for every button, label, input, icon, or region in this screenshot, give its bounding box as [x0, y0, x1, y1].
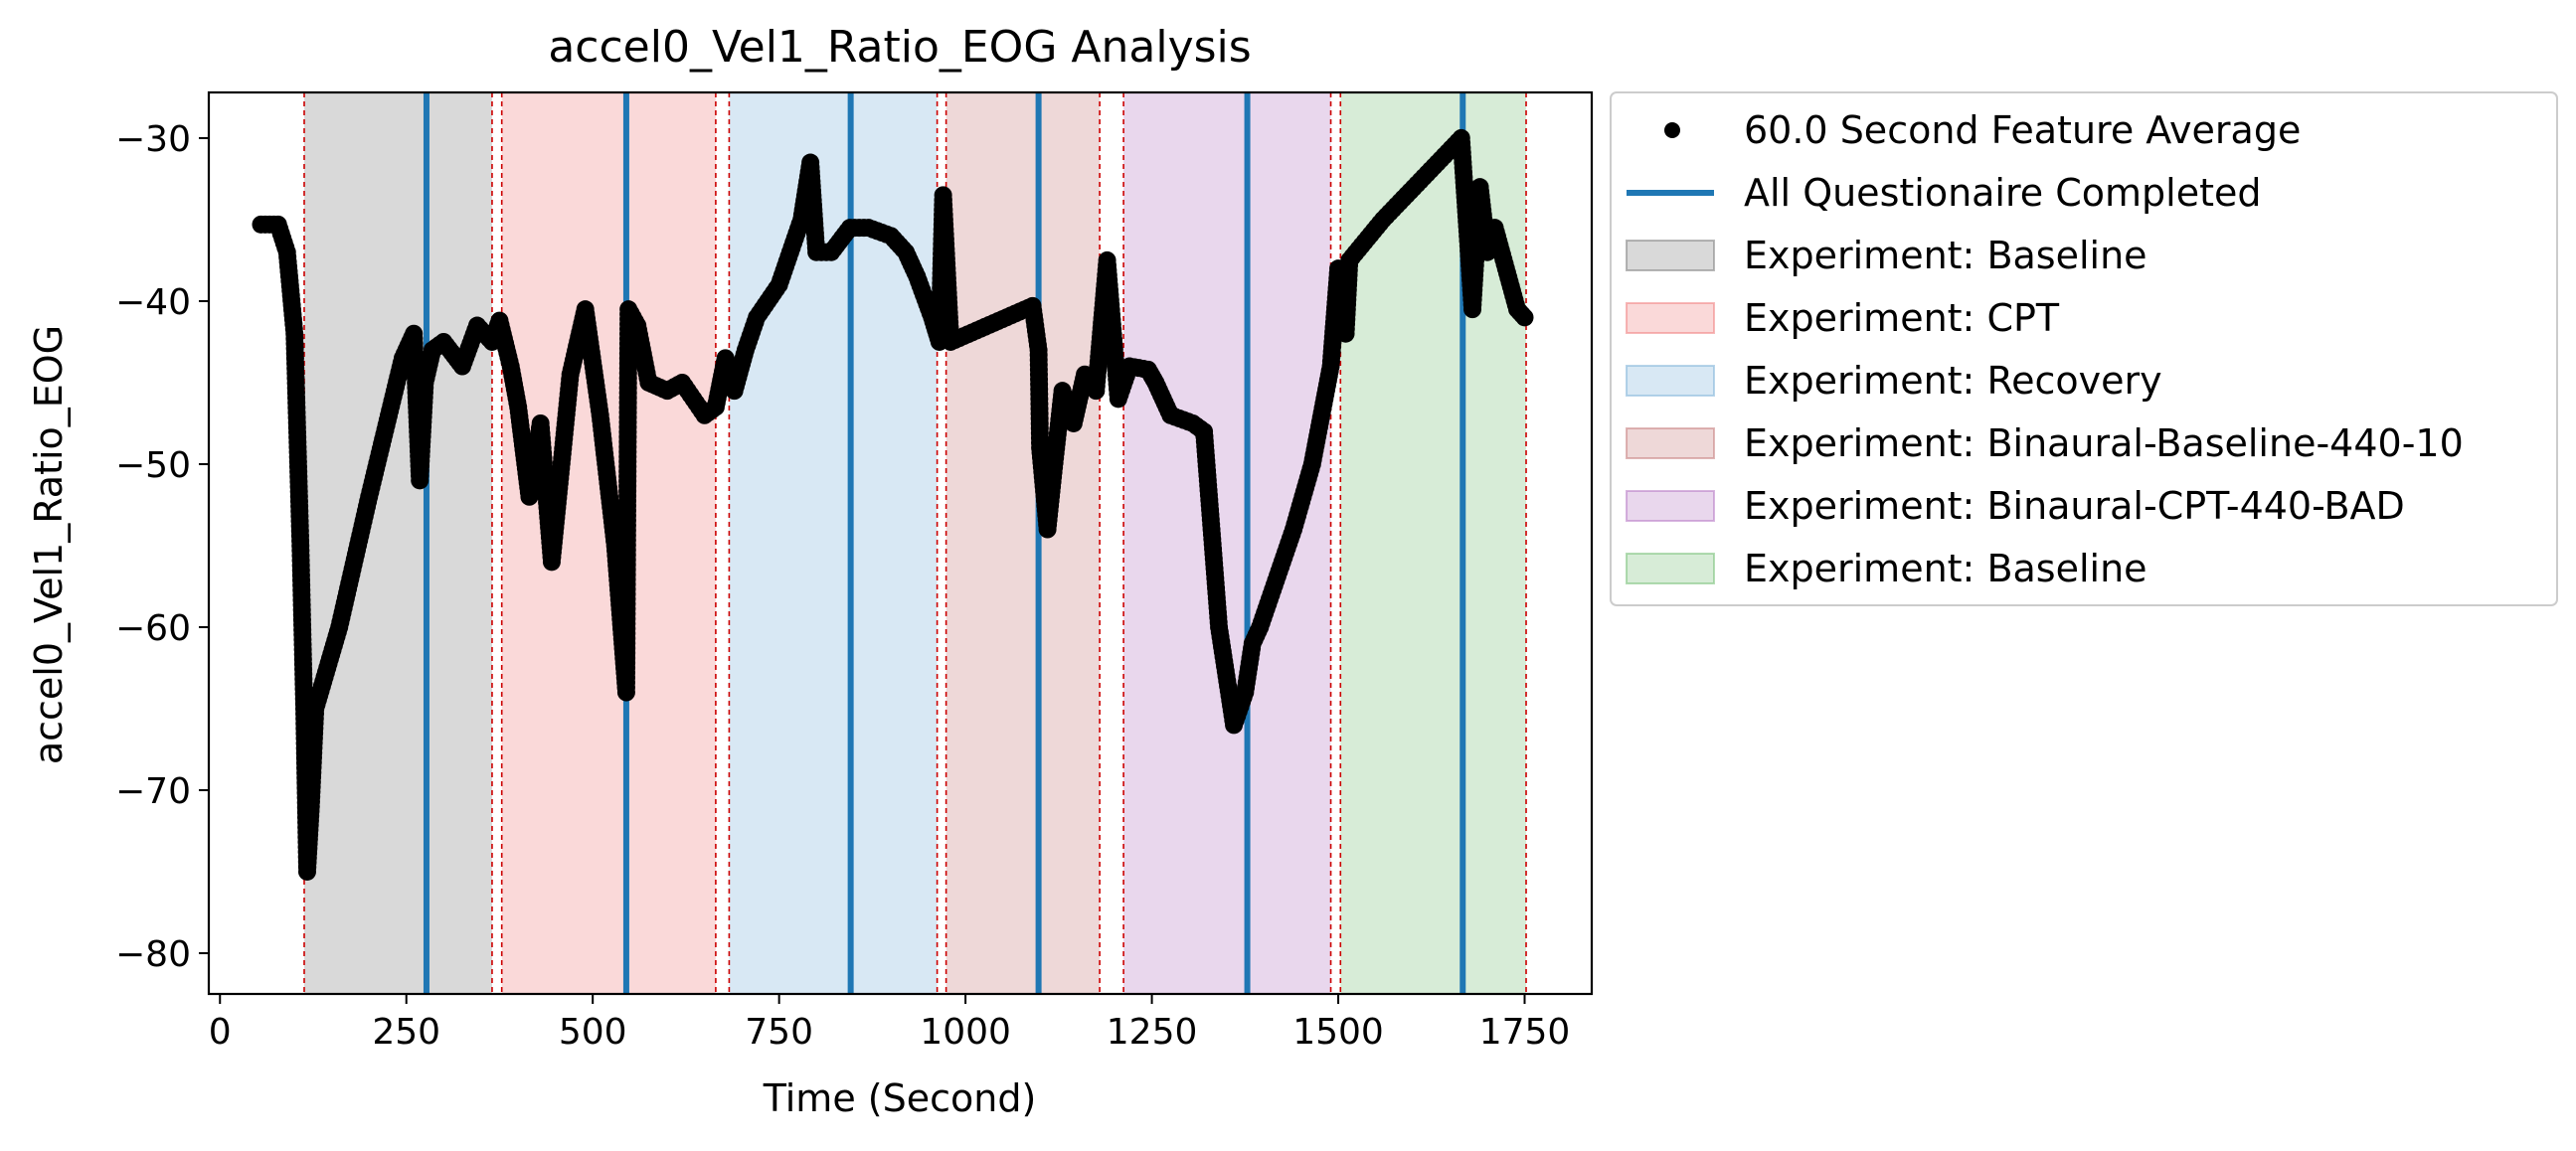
- legend-label: 60.0 Second Feature Average: [1744, 108, 2301, 152]
- x-tick-label: 0: [209, 1012, 232, 1053]
- y-tick-label: −80: [115, 934, 191, 975]
- legend-marker-patch: [1626, 490, 1715, 522]
- legend-label: Experiment: CPT: [1744, 296, 2060, 340]
- legend-marker-patch: [1626, 302, 1715, 334]
- chart-title: accel0_Vel1_Ratio_EOG Analysis: [548, 22, 1251, 73]
- x-tick-label: 250: [372, 1012, 440, 1053]
- experiment-span: [1123, 92, 1331, 994]
- x-tick-label: 1250: [1107, 1012, 1198, 1053]
- legend-marker-patch: [1626, 553, 1715, 584]
- y-axis-label: accel0_Vel1_Ratio_EOG: [27, 325, 71, 764]
- plot-frame: [207, 90, 1594, 996]
- legend-label: All Questionaire Completed: [1744, 171, 2262, 215]
- legend-marker-point: [1664, 122, 1680, 138]
- legend-label: Experiment: Binaural-CPT-440-BAD: [1744, 484, 2405, 528]
- x-tick-label: 750: [745, 1012, 813, 1053]
- y-tick-label: −40: [115, 282, 191, 323]
- feature-average-points: [252, 128, 1534, 881]
- x-tick-label: 1750: [1479, 1012, 1571, 1053]
- legend: 60.0 Second Feature Average All Questiona…: [1610, 91, 2558, 606]
- experiment-span: [303, 92, 492, 994]
- legend-marker-patch: [1626, 427, 1715, 459]
- experiment-span: [729, 92, 938, 994]
- experiment-span: [945, 92, 1101, 994]
- x-tick-label: 1500: [1292, 1012, 1384, 1053]
- y-tick-label: −60: [115, 608, 191, 649]
- y-tick-label: −30: [115, 119, 191, 160]
- y-tick-label: −50: [115, 445, 191, 486]
- legend-label: Experiment: Baseline: [1744, 234, 2147, 277]
- legend-box: [1610, 91, 2558, 606]
- legend-label: Experiment: Binaural-Baseline-440-10: [1744, 421, 2464, 465]
- questionnaire-lines: [423, 92, 1466, 994]
- legend-marker-patch: [1626, 240, 1715, 271]
- experiment-spans: [303, 92, 1527, 994]
- axes: 0 250 500 750 1000 1250 1500 1750 −80 −70 −60 −50 −4…: [115, 90, 1594, 1053]
- x-axis-label: Time (Second): [763, 1076, 1037, 1120]
- x-tick-label: 500: [559, 1012, 627, 1053]
- y-tick-label: −70: [115, 771, 191, 812]
- legend-marker-patch: [1626, 365, 1715, 397]
- x-tick-label: 1000: [920, 1012, 1011, 1053]
- legend-label: Experiment: Recovery: [1744, 359, 2162, 403]
- data-point: [1515, 308, 1534, 327]
- legend-label: Experiment: Baseline: [1744, 547, 2147, 590]
